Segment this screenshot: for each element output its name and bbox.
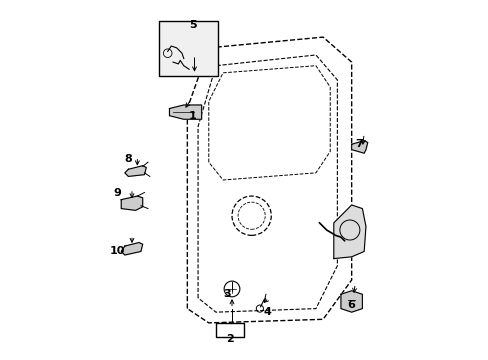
- Polygon shape: [124, 166, 146, 176]
- Polygon shape: [121, 196, 142, 210]
- Text: 9: 9: [114, 188, 122, 198]
- Text: 1: 1: [188, 111, 196, 121]
- Text: 7: 7: [354, 139, 362, 149]
- Text: 10: 10: [110, 247, 125, 256]
- Text: 2: 2: [226, 334, 234, 344]
- Bar: [159, 21, 217, 76]
- Polygon shape: [333, 205, 365, 258]
- Polygon shape: [340, 291, 362, 312]
- Text: 5: 5: [188, 19, 196, 30]
- Polygon shape: [169, 105, 201, 119]
- Bar: [216, 323, 244, 337]
- Polygon shape: [351, 141, 367, 153]
- Text: 3: 3: [223, 289, 230, 299]
- Polygon shape: [121, 243, 142, 255]
- Text: 6: 6: [347, 300, 355, 310]
- Text: 4: 4: [263, 307, 271, 317]
- Text: 8: 8: [124, 154, 132, 163]
